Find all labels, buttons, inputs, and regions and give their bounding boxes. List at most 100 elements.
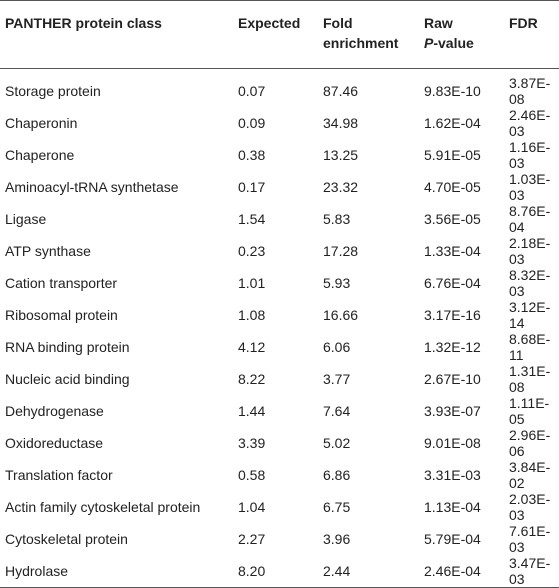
- value-cell: 2.96E-06: [509, 427, 551, 459]
- value-cell: 3.93E-07: [424, 403, 481, 419]
- table-row: Cytoskeletal protein 2.27 3.96 5.79E-04 7.61…: [0, 523, 559, 555]
- value-cell: 17.28: [323, 243, 359, 259]
- protein-class: Actin family cytoskeletal protein: [5, 499, 201, 515]
- value-cell: 1.33E-04: [424, 243, 481, 259]
- protein-class: Chaperone: [5, 147, 75, 163]
- value-cell: 16.66: [323, 307, 359, 323]
- value-cell: 3.31E-03: [424, 467, 481, 483]
- value-cell: 6.76E-04: [424, 275, 481, 291]
- protein-class: ATP synthase: [5, 243, 91, 259]
- table-row: Translation factor 0.58 6.86 3.31E-03 3.84E-…: [0, 459, 559, 491]
- protein-class: RNA binding protein: [5, 339, 130, 355]
- value-cell: 7.64: [323, 403, 351, 419]
- value-cell: 4.12: [238, 339, 266, 355]
- value-cell: 2.27: [238, 531, 266, 547]
- table-row: ATP synthase 0.23 17.28 1.33E-04 2.18E-03: [0, 235, 559, 267]
- value-cell: 9.01E-08: [424, 435, 481, 451]
- value-cell: 8.22: [238, 371, 266, 387]
- table-row: Dehydrogenase 1.44 7.64 3.93E-07 1.11E-05: [0, 395, 559, 427]
- value-cell: 8.20: [238, 563, 266, 579]
- value-cell: 34.98: [323, 115, 359, 131]
- column-header: Fold enrichment: [323, 15, 399, 51]
- value-cell: 1.03E-03: [509, 171, 551, 203]
- header-part: P: [424, 35, 434, 51]
- value-cell: 13.25: [323, 147, 359, 163]
- value-cell: 8.32E-03: [509, 267, 551, 299]
- table-row: Aminoacyl-tRNA synthetase 0.17 23.32 4.70E-…: [0, 171, 559, 203]
- table-row: Ribosomal protein 1.08 16.66 3.17E-16 3.12E-…: [0, 299, 559, 331]
- table-header: PANTHER protein class Expected Fold enrich…: [0, 0, 559, 69]
- protein-class: Dehydrogenase: [5, 403, 104, 419]
- value-cell: 5.91E-05: [424, 147, 481, 163]
- value-cell: 6.06: [323, 339, 351, 355]
- value-cell: 6.86: [323, 467, 351, 483]
- value-cell: 7.61E-03: [509, 523, 551, 555]
- value-cell: 1.11E-05: [509, 395, 550, 427]
- value-cell: 1.08: [238, 307, 266, 323]
- value-cell: 1.54: [238, 211, 266, 227]
- value-cell: 8.76E-04: [509, 203, 551, 235]
- column-header: FDR: [509, 15, 538, 31]
- value-cell: 3.12E-14: [509, 299, 551, 331]
- table-row: Chaperonin 0.09 34.98 1.62E-04 2.46E-03: [0, 107, 559, 139]
- value-cell: 5.93: [323, 275, 351, 291]
- value-cell: 1.01: [238, 275, 266, 291]
- column-header: PANTHER protein class: [5, 15, 162, 31]
- value-cell: 3.77: [323, 371, 351, 387]
- table-row: Ligase 1.54 5.83 3.56E-05 8.76E-04: [0, 203, 559, 235]
- value-cell: 4.70E-05: [424, 179, 481, 195]
- protein-class: Storage protein: [5, 83, 101, 99]
- table-row: Nucleic acid binding 8.22 3.77 2.67E-10 1.31…: [0, 363, 559, 395]
- header-part: -value: [433, 35, 474, 51]
- protein-class: Aminoacyl-tRNA synthetase: [5, 179, 179, 195]
- table-row: Chaperone 0.38 13.25 5.91E-05 1.16E-03: [0, 139, 559, 171]
- value-cell: 0.58: [238, 467, 266, 483]
- value-cell: 3.39: [238, 435, 266, 451]
- table-row: Actin family cytoskeletal protein 1.04 6.7…: [0, 491, 559, 523]
- header-part: Raw: [424, 15, 453, 31]
- value-cell: 8.68E-11: [509, 331, 551, 363]
- value-cell: 1.16E-03: [509, 139, 551, 171]
- value-cell: 3.84E-02: [509, 459, 551, 491]
- table-row: Oxidoreductase 3.39 5.02 9.01E-08 2.96E-06: [0, 427, 559, 459]
- column-header: Expected: [238, 15, 301, 31]
- value-cell: 3.96: [323, 531, 351, 547]
- value-cell: 3.47E-03: [509, 555, 551, 587]
- value-cell: 1.04: [238, 499, 266, 515]
- protein-class: Oxidoreductase: [5, 435, 104, 451]
- protein-class: Hydrolase: [5, 563, 69, 579]
- value-cell: 0.17: [238, 179, 266, 195]
- value-cell: 1.31E-08: [509, 363, 551, 395]
- table-row: RNA binding protein 4.12 6.06 1.32E-12 8.68E…: [0, 331, 559, 363]
- protein-class: Cation transporter: [5, 275, 118, 291]
- value-cell: 2.44: [323, 563, 351, 579]
- value-cell: 6.75: [323, 499, 351, 515]
- value-cell: 0.07: [238, 83, 266, 99]
- protein-class: Translation factor: [5, 467, 113, 483]
- protein-class: Nucleic acid binding: [5, 371, 130, 387]
- value-cell: 0.23: [238, 243, 266, 259]
- value-cell: 3.56E-05: [424, 211, 481, 227]
- value-cell: 0.38: [238, 147, 266, 163]
- value-cell: 5.02: [323, 435, 351, 451]
- protein-class: Cytoskeletal protein: [5, 531, 128, 547]
- value-cell: 3.87E-08: [509, 75, 551, 107]
- table-row: Cation transporter 1.01 5.93 6.76E-04 8.32E-…: [0, 267, 559, 299]
- value-cell: 2.67E-10: [424, 371, 481, 387]
- value-cell: 2.46E-03: [509, 107, 551, 139]
- value-cell: 0.09: [238, 115, 266, 131]
- value-cell: 2.46E-04: [424, 563, 481, 579]
- column-header: Raw P-value: [419, 1, 504, 69]
- value-cell: 5.83: [323, 211, 351, 227]
- value-cell: 2.03E-03: [509, 491, 551, 523]
- table-row: Storage protein 0.07 87.46 9.83E-10 3.87E-08: [0, 69, 559, 107]
- protein-class: Ligase: [5, 211, 47, 227]
- value-cell: 3.17E-16: [424, 307, 481, 323]
- value-cell: 1.62E-04: [424, 115, 481, 131]
- header-row: PANTHER protein class Expected Fold enrich…: [0, 0, 559, 69]
- protein-class: Ribosomal protein: [5, 307, 118, 323]
- value-cell: 2.18E-03: [509, 235, 551, 267]
- value-cell: 87.46: [323, 83, 359, 99]
